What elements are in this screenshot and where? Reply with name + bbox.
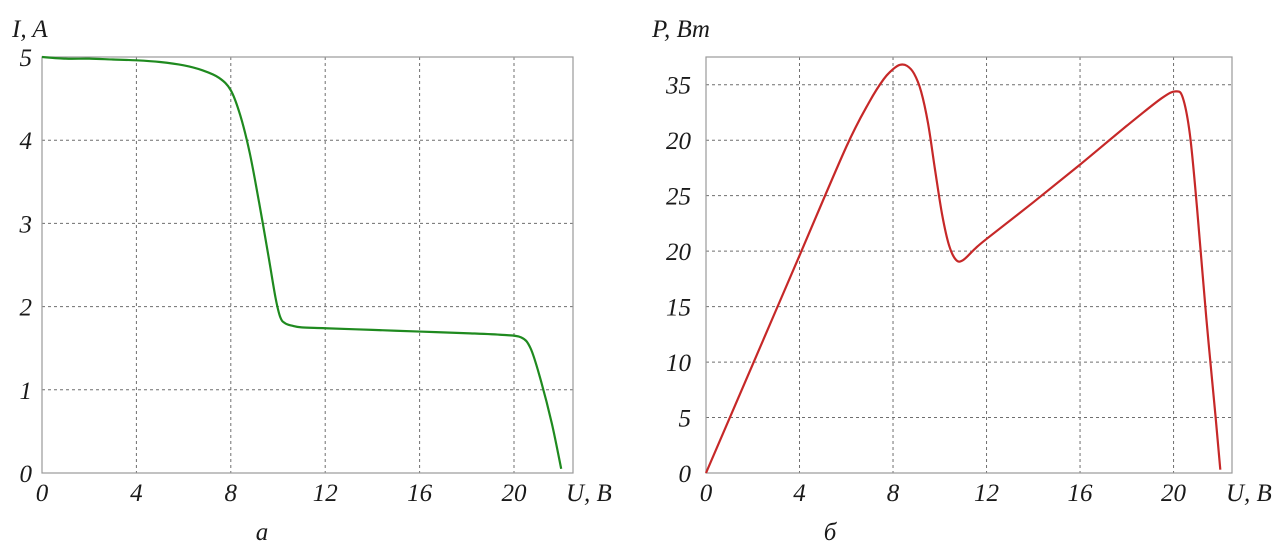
x-tick-label: 0 — [700, 480, 713, 507]
y-tick-label: 0 — [20, 461, 33, 488]
x-tick-label: 20 — [502, 480, 528, 507]
series-line — [41, 55, 563, 470]
y-tick-label: 5 — [20, 45, 33, 72]
plot-frame — [41, 56, 574, 474]
y-tick-label: 4 — [20, 128, 33, 155]
y-tick-label: 5 — [679, 406, 692, 433]
y-axis-label: I, A — [11, 16, 48, 43]
x-tick-label: 16 — [407, 480, 433, 507]
plot-frame — [705, 56, 1233, 474]
x-tick-label: 12 — [974, 480, 999, 507]
y-tick-label: 0 — [679, 461, 692, 488]
chart-power-voltage: 0 5 10 15 20 25 20 35 0 4 8 12 16 20 P, Bт U, B б — [651, 16, 1272, 546]
x-tick-label: 4 — [130, 480, 143, 507]
panel-caption: а — [256, 519, 269, 546]
x-tick-label: 20 — [1161, 480, 1187, 507]
series-line — [704, 63, 1222, 474]
y-tick-label: 1 — [20, 378, 33, 405]
x-tick-label: 4 — [793, 480, 806, 507]
panel-caption: б — [824, 519, 838, 546]
y-axis-label: P, Bт — [651, 16, 710, 43]
y-tick-label: 3 — [19, 211, 33, 238]
y-tick-label: 20 — [666, 239, 692, 266]
y-tick-label: 25 — [666, 184, 691, 211]
y-tick-label: 10 — [666, 350, 692, 377]
y-tick-label: 15 — [666, 295, 691, 322]
y-tick-label: 20 — [666, 128, 692, 155]
x-axis-label: U, B — [566, 480, 612, 507]
y-tick-label: 2 — [20, 295, 33, 322]
x-axis-label: U, B — [1226, 480, 1272, 507]
x-tick-label: 12 — [313, 480, 338, 507]
x-tick-label: 8 — [225, 480, 238, 507]
x-tick-label: 0 — [36, 480, 49, 507]
x-tick-label: 8 — [887, 480, 900, 507]
x-tick-label: 16 — [1068, 480, 1094, 507]
y-tick-label: 35 — [665, 73, 691, 100]
